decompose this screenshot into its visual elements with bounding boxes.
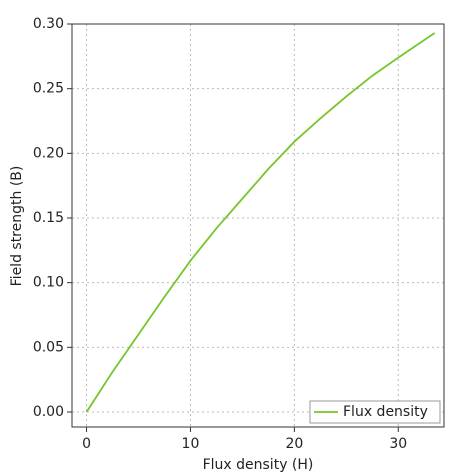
plot-frame — [71, 23, 445, 428]
x-tick-label: 30 — [389, 436, 407, 452]
y-tick-label: 0.20 — [33, 145, 64, 161]
y-tick-label: 0.30 — [33, 16, 64, 32]
x-axis-label: Flux density (H) — [203, 457, 314, 473]
y-tick-label: 0.00 — [33, 404, 64, 420]
y-axis-label: Field strength (B) — [9, 166, 25, 287]
data-line — [85, 32, 436, 413]
y-tick-label: 0.25 — [33, 81, 64, 97]
y-tick-label: 0.15 — [33, 210, 64, 226]
legend-label: Flux density — [343, 404, 428, 420]
legend-box — [309, 400, 441, 424]
y-tick-label: 0.05 — [33, 339, 64, 355]
x-tick-label: 20 — [285, 436, 303, 452]
x-tick-label: 0 — [82, 436, 91, 452]
y-tick-label: 0.10 — [33, 275, 64, 291]
x-tick-label: 10 — [182, 436, 200, 452]
